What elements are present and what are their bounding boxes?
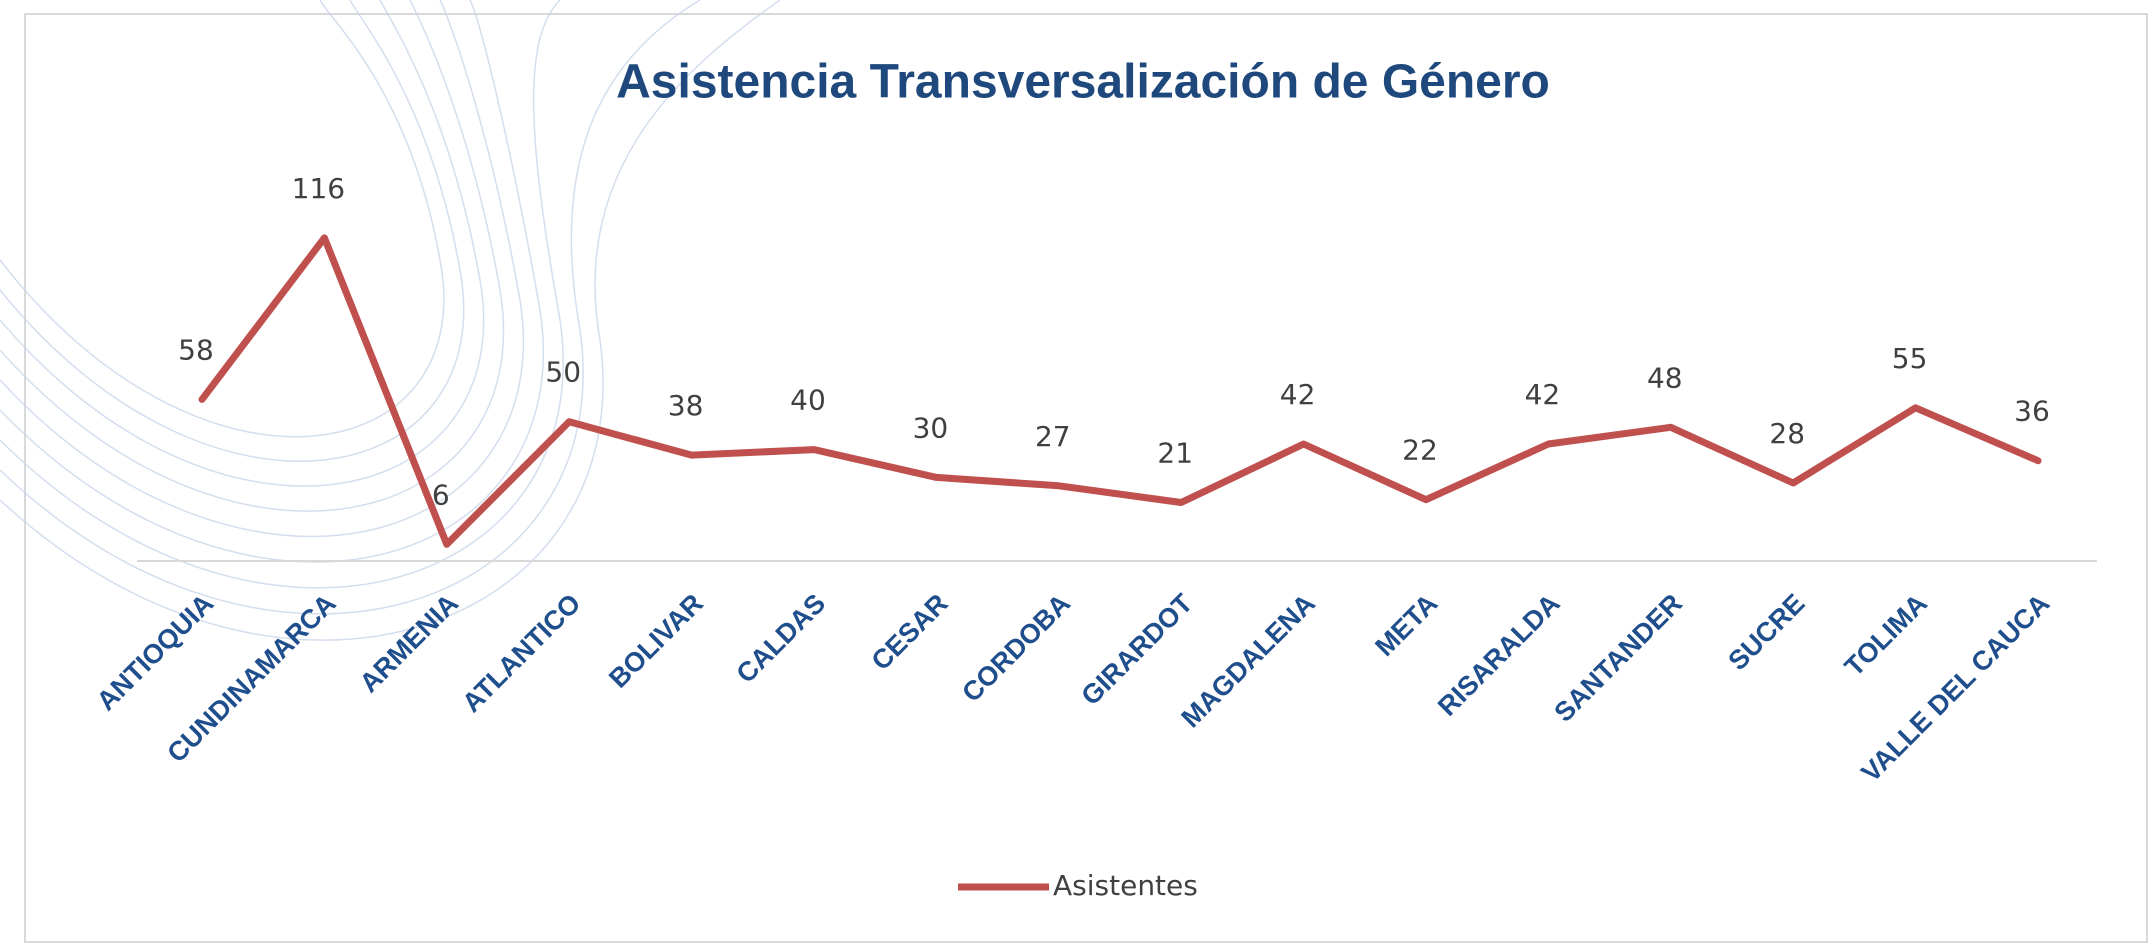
background-swirl <box>0 0 781 641</box>
data-label: 58 <box>178 333 214 366</box>
data-line <box>198 234 2042 548</box>
legend-label: Asistentes <box>1053 869 1198 902</box>
data-label: 27 <box>1035 420 1071 453</box>
data-label: 116 <box>292 172 345 205</box>
data-label: 21 <box>1157 437 1193 470</box>
chart-title: Asistencia Transversalización de Género <box>616 56 1550 109</box>
data-label: 48 <box>1647 361 1683 394</box>
data-label: 55 <box>1892 342 1928 375</box>
data-label: 28 <box>1769 417 1805 450</box>
data-label: 42 <box>1280 378 1316 411</box>
data-label: 6 <box>432 478 450 511</box>
data-label: 50 <box>545 356 581 389</box>
data-label: 40 <box>790 384 826 417</box>
data-label: 22 <box>1402 434 1438 467</box>
data-label: 30 <box>913 411 949 444</box>
data-label: 38 <box>668 389 704 422</box>
data-label: 42 <box>1525 378 1561 411</box>
chart-frame <box>24 13 2148 943</box>
data-label: 36 <box>2014 395 2050 428</box>
